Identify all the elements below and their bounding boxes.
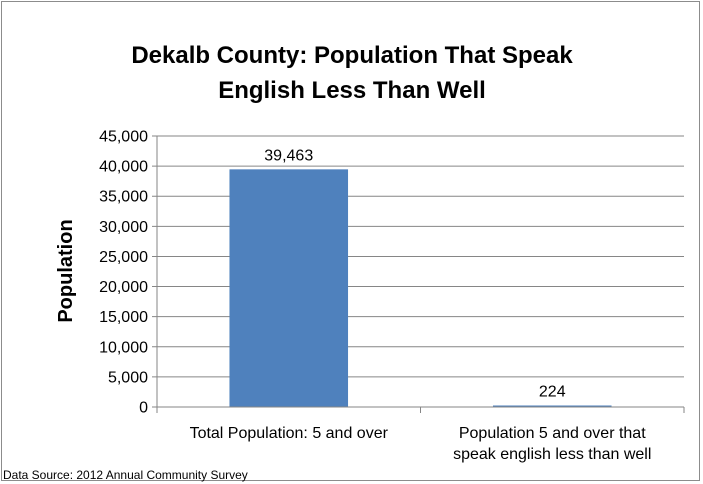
x-tick-label: Population 5 and over that (459, 425, 646, 442)
y-tick-label: 40,000 (99, 159, 148, 176)
y-tick-label: 15,000 (99, 309, 148, 326)
x-tick-label: speak english less than well (453, 446, 651, 463)
bar (229, 169, 349, 407)
x-tick-label: Total Population: 5 and over (190, 425, 389, 442)
y-tick-label: 10,000 (99, 339, 148, 356)
x-tick-labels: Total Population: 5 and over Population 5… (190, 425, 652, 463)
bar-data-label: 224 (539, 384, 566, 401)
chart-title-line-2: English Less Than Well (218, 77, 486, 104)
y-tick-label: 45,000 (99, 129, 148, 146)
y-axis-label: Population (55, 219, 77, 322)
y-tick-label: 20,000 (99, 279, 148, 296)
bar-data-label: 39,463 (264, 147, 313, 164)
y-tick-labels: 0 5,000 10,000 15,000 20,000 25,000 30,000 35,0… (99, 129, 148, 417)
x-axis (156, 136, 685, 413)
chart-title: Dekalb County: Population That Speak Eng… (131, 42, 573, 104)
data-labels: 39,463 224 (264, 147, 565, 400)
y-tick-label: 35,000 (99, 189, 148, 206)
bars (229, 169, 612, 407)
data-source-note: Data Source: 2012 Annual Community Surve… (3, 468, 248, 482)
chart-title-line-1: Dekalb County: Population That Speak (131, 42, 573, 69)
y-tick-label: 5,000 (108, 369, 148, 386)
bar (492, 405, 612, 407)
y-tick-label: 25,000 (99, 249, 148, 266)
y-tick-label: 0 (139, 400, 148, 417)
y-tick-label: 30,000 (99, 219, 148, 236)
